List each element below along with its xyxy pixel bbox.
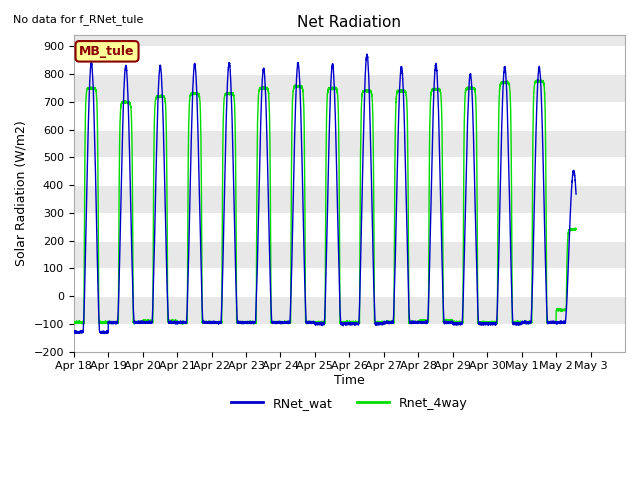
Bar xyxy=(74,213,625,240)
Line: Rnet_4way: Rnet_4way xyxy=(74,79,576,324)
Bar xyxy=(74,47,625,74)
RNet_wat xyxy=(92,202,100,208)
Legend: RNet_wat, Rnet_4way: RNet_wat, Rnet_4way xyxy=(227,392,472,415)
Rnet_4way xyxy=(476,319,484,325)
RNet_wat xyxy=(70,328,77,334)
Rnet_4way xyxy=(125,99,133,105)
Bar xyxy=(74,157,625,185)
Bar xyxy=(74,324,625,351)
X-axis label: Time: Time xyxy=(334,374,365,387)
RNet_wat xyxy=(476,321,484,327)
RNet_wat xyxy=(431,75,438,81)
Line: RNet_wat: RNet_wat xyxy=(74,54,576,334)
Text: No data for f_RNet_tule: No data for f_RNet_tule xyxy=(13,14,143,25)
RNet_wat xyxy=(125,139,133,144)
Rnet_4way xyxy=(431,87,438,93)
Bar xyxy=(74,268,625,296)
Title: Net Radiation: Net Radiation xyxy=(298,15,401,30)
RNet_wat xyxy=(230,189,237,195)
Bar xyxy=(74,102,625,130)
Rnet_4way xyxy=(230,93,237,99)
Y-axis label: Solar Radiation (W/m2): Solar Radiation (W/m2) xyxy=(15,120,28,266)
Rnet_4way xyxy=(92,89,100,95)
Rnet_4way xyxy=(70,319,77,325)
Text: MB_tule: MB_tule xyxy=(79,45,135,58)
